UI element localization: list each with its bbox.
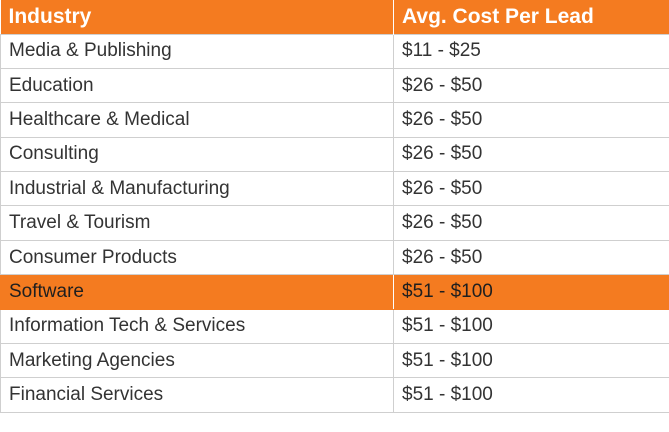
cost-cell: $26 - $50 (393, 205, 669, 241)
table-row: Industrial & Manufacturing $26 - $50 (0, 171, 669, 207)
table-row: Financial Services $51 - $100 (0, 377, 669, 413)
industry-cell: Media & Publishing (0, 33, 394, 69)
table-row: Consulting $26 - $50 (0, 136, 669, 173)
header-avg-cost-per-lead: Avg. Cost Per Lead (393, 0, 669, 34)
cost-cell: $26 - $50 (393, 102, 669, 138)
industry-cell: Travel & Tourism (0, 205, 394, 241)
table-row: Travel & Tourism $26 - $50 (0, 205, 669, 241)
industry-cell: Consulting (0, 136, 394, 173)
industry-cell: Consumer Products (0, 239, 394, 276)
header-industry: Industry (0, 0, 394, 34)
industry-cell: Financial Services (0, 377, 394, 413)
cost-cell: $51 - $100 (393, 343, 669, 379)
cost-cell: $11 - $25 (393, 33, 669, 69)
cost-cell: $51 - $100 (393, 274, 669, 310)
cost-cell: $51 - $100 (393, 377, 669, 413)
table-row: Marketing Agencies $51 - $100 (0, 343, 669, 379)
table-row: Media & Publishing $11 - $25 (0, 33, 669, 69)
cost-cell: $26 - $50 (393, 67, 669, 104)
table-body: Media & Publishing $11 - $25 Education $… (0, 33, 669, 413)
table-header: Industry Avg. Cost Per Lead (0, 0, 669, 34)
industry-cell: Healthcare & Medical (0, 102, 394, 138)
table-row: Healthcare & Medical $26 - $50 (0, 102, 669, 138)
industry-cell: Industrial & Manufacturing (0, 171, 394, 207)
cost-per-lead-table: Industry Avg. Cost Per Lead Media & Publ… (0, 0, 669, 413)
cost-cell: $26 - $50 (393, 136, 669, 173)
header-row: Industry Avg. Cost Per Lead (0, 0, 669, 34)
industry-cell: Software (0, 274, 394, 310)
table-row: Information Tech & Services $51 - $100 (0, 308, 669, 345)
table-row: Consumer Products $26 - $50 (0, 239, 669, 276)
industry-cell: Education (0, 67, 394, 104)
cost-cell: $26 - $50 (393, 239, 669, 276)
cost-per-lead-table-container: Industry Avg. Cost Per Lead Media & Publ… (0, 0, 669, 413)
cost-cell: $51 - $100 (393, 308, 669, 345)
industry-cell: Marketing Agencies (0, 343, 394, 379)
cost-cell: $26 - $50 (393, 171, 669, 207)
industry-cell: Information Tech & Services (0, 308, 394, 345)
table-row-highlighted: Software $51 - $100 (0, 274, 669, 310)
table-row: Education $26 - $50 (0, 67, 669, 104)
